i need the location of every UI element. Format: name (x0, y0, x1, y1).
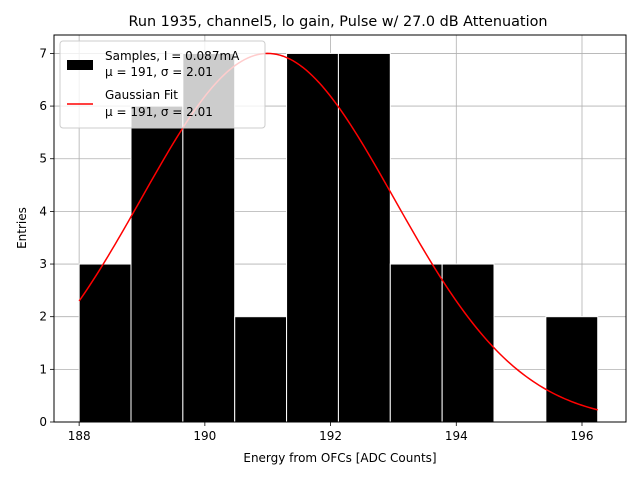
y-tick-label-4: 4 (39, 204, 47, 218)
legend-histogram-label: Samples, I = 0.087mA (105, 49, 240, 63)
y-tick-label-3: 3 (39, 257, 47, 271)
histogram-bar-1 (130, 105, 184, 423)
x-tick-label-1: 190 (193, 429, 216, 443)
y-tick-label-1: 1 (39, 362, 47, 376)
x-tick-label-0: 188 (68, 429, 91, 443)
y-tick-label-2: 2 (39, 310, 47, 324)
histogram-bar-4 (286, 52, 339, 423)
chart-title: Run 1935, channel5, lo gain, Pulse w/ 27… (129, 14, 548, 30)
y-axis-ticks: 0 1 2 3 4 5 6 7 (39, 46, 54, 429)
x-tick-label-3: 194 (445, 429, 468, 443)
x-axis-ticks: 188 190 192 194 196 (68, 422, 594, 443)
x-tick-label-4: 196 (571, 429, 594, 443)
y-tick-label-7: 7 (39, 46, 47, 60)
histogram-bar-6 (389, 263, 443, 423)
y-tick-label-0: 0 (39, 415, 47, 429)
x-axis-label: Energy from OFCs [ADC Counts] (243, 451, 436, 465)
legend-histogram-stats: μ = 191, σ = 2.01 (105, 65, 213, 79)
legend-fit-label: Gaussian Fit (105, 88, 178, 102)
histogram-bar-3 (234, 316, 288, 423)
histogram-bar-7 (441, 263, 495, 423)
histogram-bar-5 (337, 52, 391, 423)
legend-fit-stats: μ = 191, σ = 2.01 (105, 105, 213, 119)
y-tick-label-6: 6 (39, 99, 47, 113)
histogram-bar-9 (545, 316, 599, 423)
y-axis-label: Entries (15, 207, 29, 249)
legend-histogram-swatch (67, 60, 93, 70)
gaussian-fit-curve (78, 52, 598, 411)
histogram-bar-0 (78, 263, 132, 423)
histogram-bars (78, 52, 599, 423)
x-tick-label-2: 192 (319, 429, 342, 443)
legend: Samples, I = 0.087mA μ = 191, σ = 2.01 G… (59, 40, 266, 129)
y-tick-label-5: 5 (39, 152, 47, 166)
gaussian-fit (78, 52, 598, 411)
plot-frame (53, 34, 627, 423)
legend-box (59, 40, 266, 129)
